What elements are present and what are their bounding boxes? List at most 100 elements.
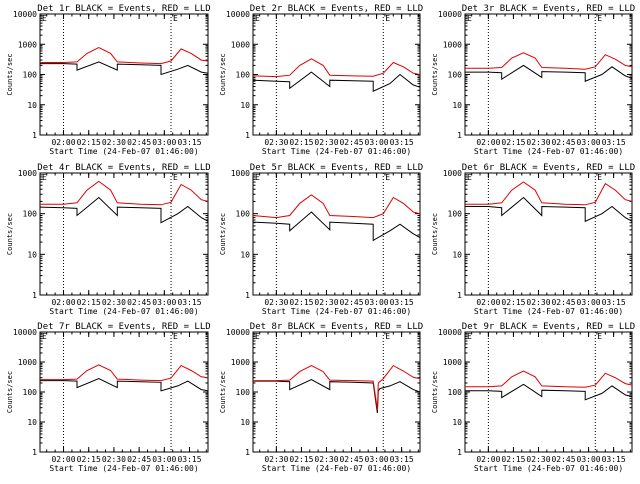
y-tick-label: 10 [27, 101, 37, 110]
series-events-line [465, 196, 633, 223]
panel-det-9: 1 10 100 1000 10000 02:00 02:15 02:30 02:45 03:00… [431, 322, 635, 473]
x-tick-label: 02:15 [77, 138, 101, 147]
y-tick-label: 100 [448, 210, 463, 219]
y-tick-label: 1000 [18, 40, 37, 49]
y-tick-label: 100 [236, 71, 251, 80]
x-tick-label: 02:15 [501, 138, 525, 147]
y-tick-label: 10000 [438, 10, 462, 19]
panel-title: Det 4r BLACK = Events, RED = LLD [37, 163, 210, 173]
series-events-line [39, 196, 209, 224]
y-tick-label: 100 [236, 388, 251, 397]
series-lld-line [465, 52, 633, 70]
e-marker-left: E [467, 14, 472, 23]
x-tick-label: 03:00 [577, 455, 601, 464]
x-tick-label: 02:15 [289, 298, 313, 307]
panel-title: Det 9r BLACK = Events, RED = LLD [462, 322, 635, 332]
x-tick-label: 02:30 [264, 455, 288, 464]
y-axis-label: Counts/sec [219, 53, 227, 95]
panel-title: Det 3r BLACK = Events, RED = LLD [462, 4, 635, 14]
x-tick-label: 02:15 [289, 455, 313, 464]
panel-title: Det 2r BLACK = Events, RED = LLD [250, 4, 423, 14]
panel-title: Det 1r BLACK = Events, RED = LLD [37, 4, 210, 14]
x-tick-label: 03:00 [152, 455, 176, 464]
x-tick-label: 02:30 [264, 138, 288, 147]
y-axis-label: Counts/sec [219, 371, 227, 413]
x-tick-label: 02:15 [501, 455, 525, 464]
e-marker-left: E [255, 173, 260, 182]
plot-frame [39, 331, 209, 453]
y-axis-label: Counts/sec [219, 213, 227, 255]
y-tick-label: 1 [32, 448, 37, 457]
series-events-line [252, 71, 421, 92]
y-axis-label: Counts/sec [6, 213, 14, 255]
x-axis-label: Start Time (24-Feb-07 01:46:00) [474, 464, 623, 473]
series-lld-line [465, 181, 633, 206]
x-tick-label: 03:15 [390, 455, 414, 464]
y-tick-label: 10000 [226, 328, 250, 337]
x-tick-label: 03:15 [602, 455, 626, 464]
series-events-line [40, 378, 209, 392]
x-tick-label: 02:45 [551, 298, 575, 307]
x-tick-label: 02:00 [51, 455, 75, 464]
e-marker-right: E [597, 173, 602, 182]
e-marker-left: E [255, 332, 260, 341]
x-tick-label: 03:15 [177, 455, 201, 464]
y-tick-label: 1000 [443, 169, 462, 178]
y-tick-label: 10 [452, 418, 462, 427]
y-tick-label: 1000 [18, 358, 37, 367]
plot-frame [39, 172, 209, 296]
plot-frame [252, 172, 421, 296]
series-lld-line [40, 364, 209, 382]
x-tick-label: 03:15 [602, 138, 626, 147]
e-marker-right: E [173, 14, 178, 23]
e-marker-left: E [42, 173, 47, 182]
y-tick-label: 10 [452, 250, 462, 259]
x-axis-label: Start Time (24-Feb-07 01:46:00) [49, 464, 198, 473]
x-tick-label: 03:15 [177, 138, 201, 147]
x-tick-label: 02:45 [127, 455, 151, 464]
y-tick-label: 1000 [231, 169, 250, 178]
plot-frame [252, 331, 421, 453]
x-tick-label: 03:15 [602, 298, 626, 307]
series-events-line [465, 383, 633, 401]
x-tick-label: 02:45 [127, 298, 151, 307]
y-tick-label: 1 [245, 291, 250, 300]
y-tick-label: 1000 [443, 40, 462, 49]
e-marker-right: E [385, 14, 390, 23]
e-marker-right: E [173, 332, 178, 341]
panel-det-3: 1 10 100 1000 10000 02:00 02:15 02:30 02:45 03:00… [431, 4, 635, 156]
x-axis-label: Start Time (24-Feb-07 01:46:00) [262, 147, 411, 156]
series-lld-line [252, 194, 421, 219]
series-lld-line [40, 46, 209, 65]
y-tick-label: 10 [240, 250, 250, 259]
series-events-line [253, 379, 421, 414]
y-tick-label: 10000 [13, 328, 37, 337]
x-tick-label: 03:00 [152, 298, 176, 307]
e-marker-left: E [467, 332, 472, 341]
e-marker-right: E [385, 332, 390, 341]
y-tick-label: 100 [23, 388, 38, 397]
x-tick-label: 03:00 [365, 138, 389, 147]
x-tick-label: 02:45 [339, 298, 363, 307]
y-tick-label: 100 [236, 210, 251, 219]
x-tick-label: 02:45 [551, 455, 575, 464]
x-axis-label: Start Time (24-Feb-07 01:46:00) [474, 307, 623, 316]
x-tick-label: 02:00 [476, 298, 500, 307]
x-tick-label: 02:30 [526, 455, 550, 464]
e-marker-right: E [385, 173, 390, 182]
y-tick-label: 100 [448, 71, 463, 80]
y-axis-label: Counts/sec [6, 53, 14, 95]
y-tick-label: 1000 [443, 358, 462, 367]
panel-title: Det 8r BLACK = Events, RED = LLD [250, 322, 423, 332]
y-axis-label: Counts/sec [431, 213, 439, 255]
series-events-line [465, 64, 633, 82]
x-tick-label: 03:00 [152, 138, 176, 147]
panel-title: Det 5r BLACK = Events, RED = LLD [250, 163, 423, 173]
e-marker-left: E [467, 173, 472, 182]
x-tick-label: 03:00 [365, 298, 389, 307]
plot-frame [464, 13, 633, 136]
y-tick-label: 1 [457, 448, 462, 457]
